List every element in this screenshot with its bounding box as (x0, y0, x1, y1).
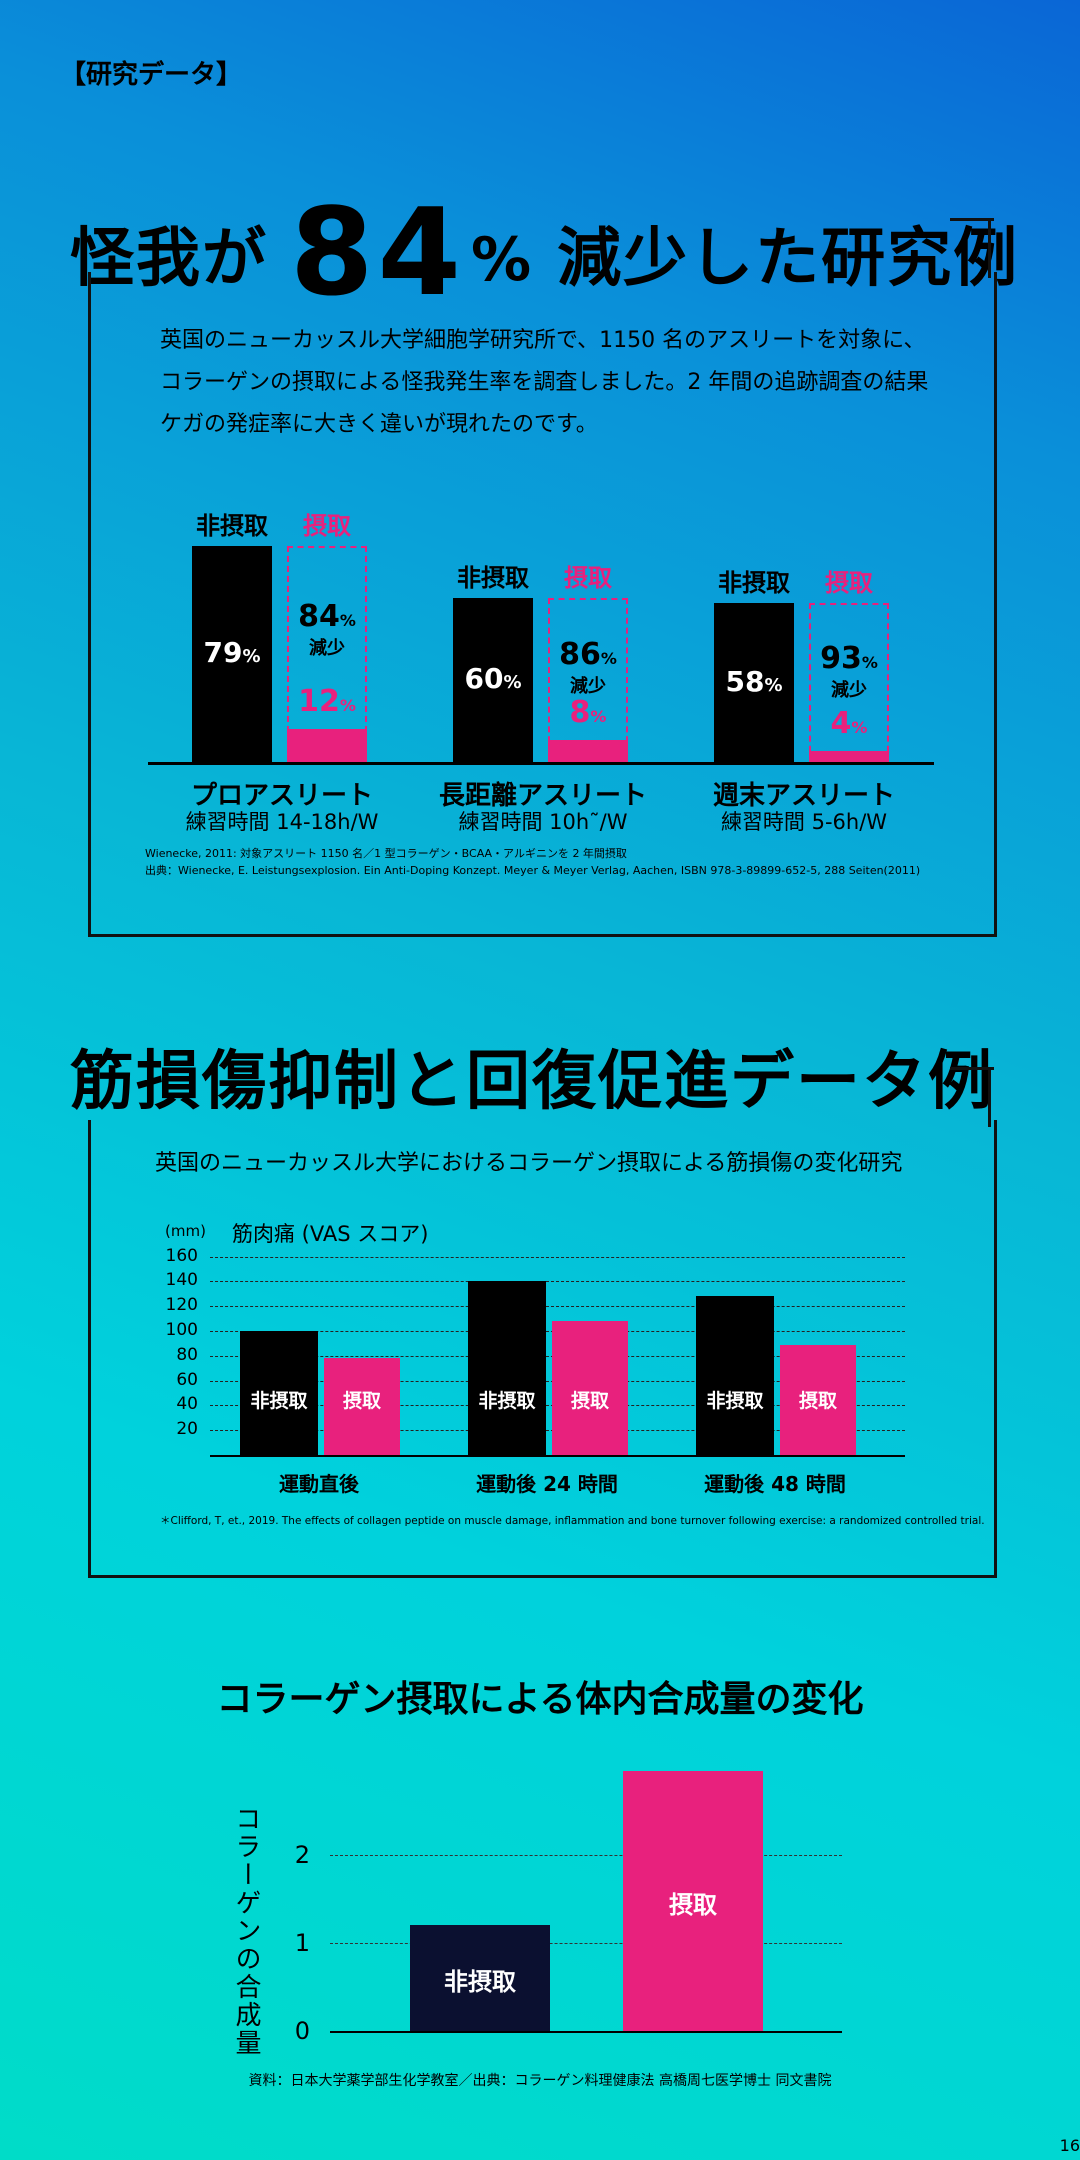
category-label: プロアスリート (190, 781, 373, 811)
section-tag: 【研究データ】 (60, 60, 243, 90)
bar-label: 摂取 (669, 1891, 717, 1920)
x-axis-line (330, 2031, 842, 2033)
intro-line-1: 英国のニューカッスル大学細胞学研究所で、1150 名のアスリートを対象に、 (160, 328, 926, 353)
grid-line (210, 1306, 905, 1308)
bar-non-intake-value: 79% (203, 635, 261, 669)
category-sublabel: 練習時間 10h˜/W (458, 810, 628, 834)
chart2-title: 筋肉痛 (VAS スコア) (232, 1222, 429, 1246)
category-label: 長距離アスリート (438, 781, 647, 811)
title-percent: % (471, 225, 534, 295)
y-tick-label: 120 (165, 1295, 198, 1316)
bar-intake (780, 1344, 856, 1455)
frame1-top-line (950, 218, 994, 221)
section1-title: 怪我が 84% 減少した研究例 (70, 170, 1020, 323)
legend-intake: 摂取 (303, 511, 351, 540)
frame2-right-edge (988, 1067, 991, 1127)
x-category-label: 運動後 24 時間 (476, 1472, 618, 1496)
title-number: 84 (290, 184, 465, 323)
section3-title: コラーゲン摂取による体内合成量の変化 (216, 1679, 864, 1720)
bar-non-intake (714, 603, 794, 762)
y-tick-label: 0 (294, 2017, 310, 2045)
grid-line (210, 1256, 905, 1258)
category-sublabel: 練習時間 5-6h/W (720, 810, 888, 834)
bar-non-intake-value: 58% (725, 664, 783, 698)
reference-1: Wienecke, 2011: 対象アスリート 1150 名／1 型コラーゲン・… (145, 847, 627, 860)
grid-line (330, 1943, 842, 1944)
section2-reference: ＊Clifford, T, et., 2019. The effects of … (160, 1515, 985, 1527)
reduction-value: 84% (298, 598, 356, 634)
bar-non-intake (453, 597, 533, 762)
category-label: 週末アスリート (712, 781, 895, 811)
intro-text: 英国のニューカッスル大学細胞学研究所で、1150 名のアスリートを対象に、 コラ… (160, 320, 940, 446)
bar-label-non-intake: 非摂取 (706, 1390, 764, 1412)
bar-label: 非摂取 (444, 1968, 516, 1997)
bar-label-non-intake: 非摂取 (250, 1390, 308, 1412)
reduction-value: 93% (820, 641, 878, 677)
section2-desc: 英国のニューカッスル大学におけるコラーゲン摂取による筋損傷の変化研究 (155, 1151, 903, 1176)
bar-label-intake: 摂取 (798, 1390, 837, 1412)
bar-intake-value: 4% (830, 706, 868, 742)
legend-non-intake: 非摂取 (457, 563, 529, 592)
legend-intake: 摂取 (825, 569, 873, 598)
y-tick-label: 1 (294, 1929, 310, 1957)
intro-line-2: コラーゲンの摂取による怪我発生率を調査しました。2 年間の追跡調査の結果 (160, 370, 929, 395)
legend-intake: 摂取 (564, 563, 612, 592)
bar-non-intake (192, 545, 272, 762)
chart1-baseline (148, 762, 934, 765)
reduction-label: 減少 (309, 637, 345, 659)
category-sublabel: 練習時間 14-18h/W (185, 810, 379, 834)
bar-label-intake: 摂取 (342, 1390, 381, 1412)
bar-non-intake (468, 1281, 546, 1455)
frame1-right-edge (988, 218, 991, 278)
grid-line (210, 1281, 905, 1283)
reduction-label: 減少 (831, 680, 867, 702)
legend-non-intake: 非摂取 (196, 511, 268, 540)
reduction-label: 減少 (570, 676, 606, 698)
bar-intake (324, 1358, 400, 1455)
chart3-y-label: コラーゲンの合成量 (231, 1805, 261, 2057)
y-tick-label: 40 (176, 1394, 198, 1415)
bar-non-intake (240, 1331, 318, 1455)
bar-non-intake-value: 60% (464, 661, 522, 695)
bar-label-intake: 摂取 (570, 1390, 609, 1412)
chart2-unit-label: (mm) (165, 1222, 206, 1240)
bar-intake (552, 1321, 628, 1455)
x-category-label: 運動直後 (279, 1472, 359, 1496)
bar (410, 1925, 550, 2031)
grid-line (330, 1855, 842, 1856)
y-tick-label: 60 (176, 1369, 198, 1390)
legend-non-intake: 非摂取 (718, 569, 790, 598)
y-tick-label: 20 (176, 1419, 198, 1440)
title-pre: 怪我が (70, 222, 268, 296)
reduction-value: 86% (559, 637, 617, 673)
title-post: 減少した研究例 (557, 222, 1020, 296)
y-tick-label: 80 (176, 1344, 198, 1365)
section3-source: 資料：日本大学薬学部生化学教室／出典：コラーゲン料理健康法 高橋周七医学博士 同… (248, 2073, 832, 2089)
bar-intake (287, 729, 367, 762)
y-tick-label: 140 (165, 1270, 198, 1291)
y-tick-label: 160 (165, 1245, 198, 1266)
bar-intake-value: 12% (298, 684, 356, 720)
x-axis-line (210, 1455, 905, 1457)
bar-label-non-intake: 非摂取 (478, 1390, 536, 1412)
section2-title: 筋損傷抑制と回復促進データ例 (70, 1045, 994, 1119)
x-category-label: 運動後 48 時間 (704, 1472, 846, 1496)
bar-non-intake (696, 1296, 774, 1455)
frame1 (88, 272, 997, 937)
frame2-top-line (950, 1067, 994, 1070)
y-tick-label: 100 (165, 1320, 198, 1340)
frame2 (88, 1120, 997, 1578)
y-tick-label: 2 (294, 1841, 310, 1869)
bar (623, 1771, 763, 2031)
bar-intake (809, 751, 889, 762)
page-number: 16 (1059, 2136, 1080, 2155)
bar-intake-value: 8% (569, 695, 607, 731)
intro-line-3: ケガの発症率に大きく違いが現れたのです。 (160, 412, 598, 437)
bar-intake (548, 740, 628, 762)
reference-2: 出典：Wienecke, E. Leistungsexplosion. Ein … (145, 864, 921, 877)
